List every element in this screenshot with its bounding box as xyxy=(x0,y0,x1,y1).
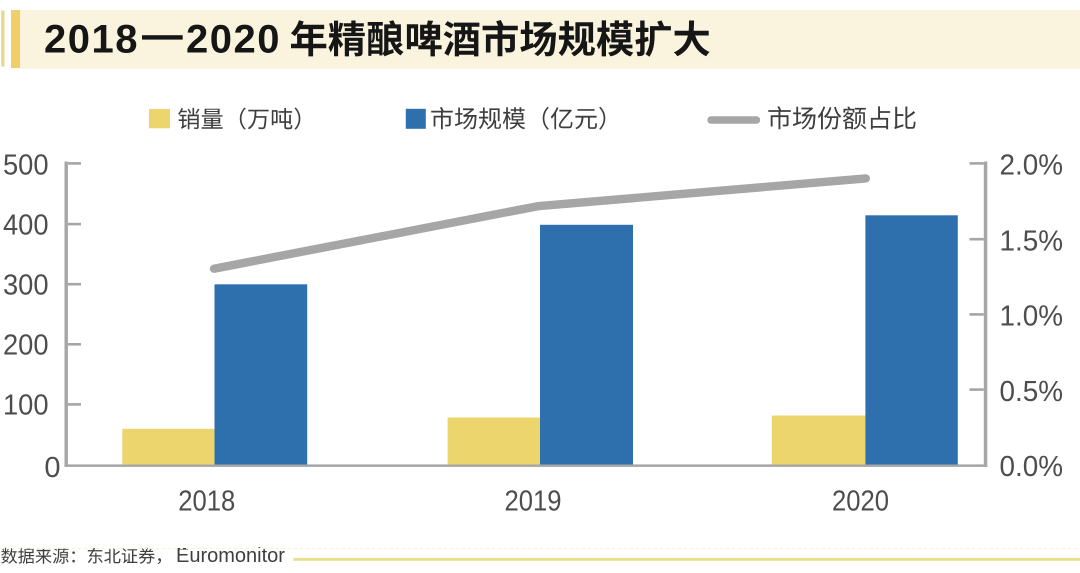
svg-text:2.0%: 2.0% xyxy=(1000,150,1064,182)
svg-text:200: 200 xyxy=(3,330,49,362)
svg-text:500: 500 xyxy=(3,149,49,181)
svg-text:2020: 2020 xyxy=(832,486,889,518)
svg-text:1.0%: 1.0% xyxy=(1000,301,1064,333)
svg-text:0.0%: 0.0% xyxy=(1000,451,1064,483)
svg-text:100: 100 xyxy=(3,390,49,422)
svg-text:0: 0 xyxy=(44,452,60,484)
svg-text:1.5%: 1.5% xyxy=(1000,225,1064,257)
svg-text:2019: 2019 xyxy=(505,486,562,518)
svg-text:400: 400 xyxy=(3,209,49,241)
svg-text:300: 300 xyxy=(3,270,49,302)
svg-text:2018: 2018 xyxy=(44,18,139,62)
svg-text:2020: 2020 xyxy=(186,18,281,62)
svg-text:0.5%: 0.5% xyxy=(1000,376,1064,408)
svg-text:2018: 2018 xyxy=(178,486,235,518)
